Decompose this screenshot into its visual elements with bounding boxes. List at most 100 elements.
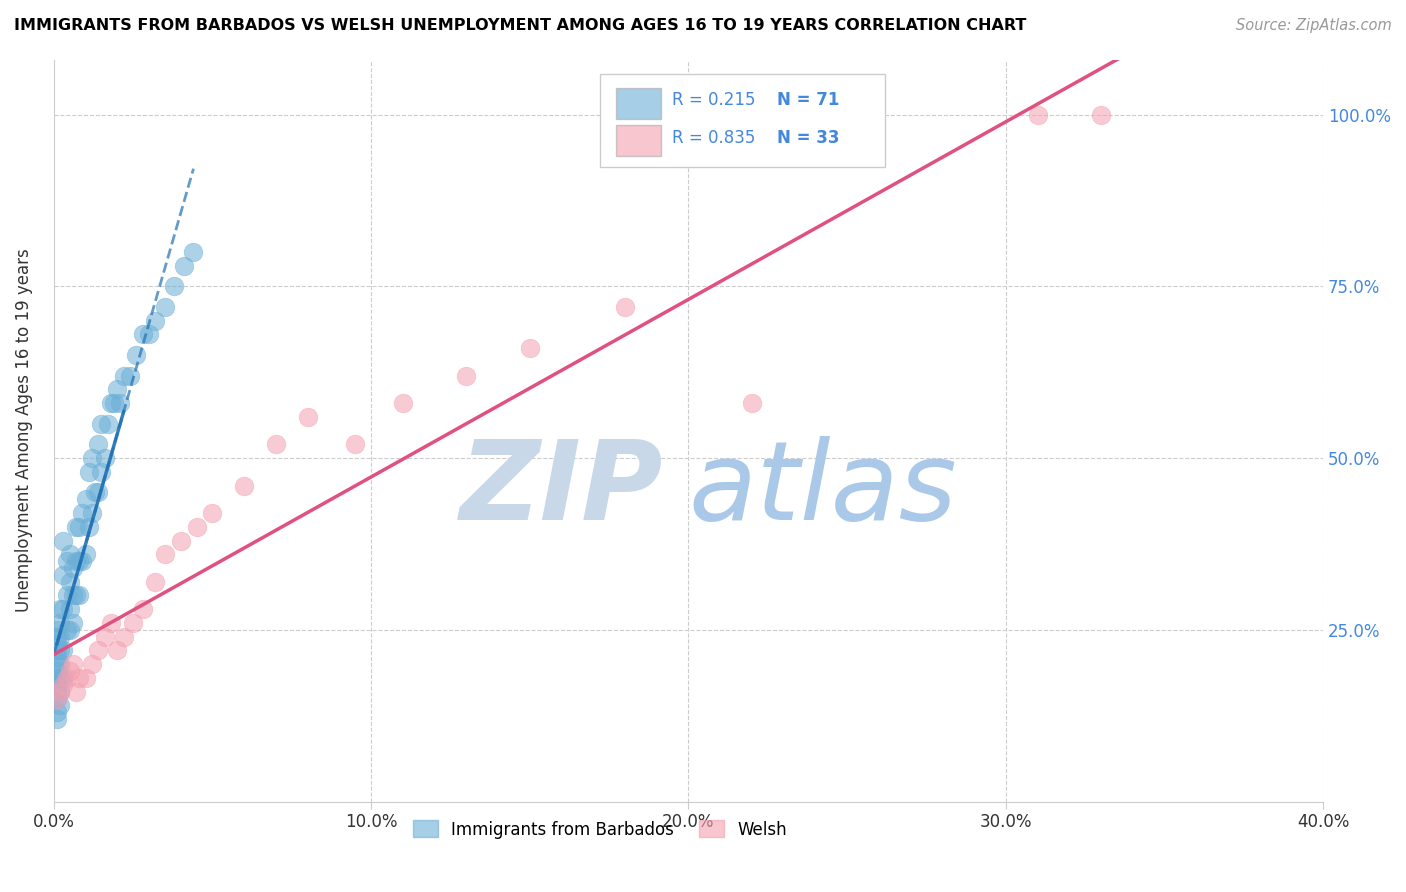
Point xyxy=(1026,107,1049,121)
Point xyxy=(65,589,87,603)
Point xyxy=(46,706,69,720)
Point xyxy=(49,657,72,672)
Point xyxy=(131,327,153,342)
Point xyxy=(1090,107,1112,121)
Point xyxy=(52,678,75,692)
Point xyxy=(59,623,82,637)
FancyBboxPatch shape xyxy=(616,125,661,156)
Point xyxy=(75,492,97,507)
Point xyxy=(46,671,69,685)
Point xyxy=(67,520,90,534)
Point xyxy=(392,396,415,410)
Point xyxy=(49,698,72,713)
Point xyxy=(46,636,69,650)
Point xyxy=(186,520,208,534)
Point xyxy=(49,602,72,616)
Text: N = 33: N = 33 xyxy=(778,128,839,146)
Point xyxy=(59,664,82,678)
Point xyxy=(80,506,103,520)
Point xyxy=(233,478,256,492)
Point xyxy=(163,279,186,293)
Point xyxy=(49,643,72,657)
FancyBboxPatch shape xyxy=(599,74,886,167)
Point xyxy=(75,671,97,685)
Point xyxy=(46,643,69,657)
Point xyxy=(52,643,75,657)
Point xyxy=(173,259,195,273)
Point xyxy=(62,657,84,672)
Point xyxy=(49,684,72,698)
Point xyxy=(46,678,69,692)
Point xyxy=(62,561,84,575)
Point xyxy=(46,691,69,706)
Point xyxy=(59,602,82,616)
Point xyxy=(72,506,94,520)
Point xyxy=(153,300,176,314)
Point xyxy=(49,630,72,644)
Point xyxy=(87,643,110,657)
Point xyxy=(112,368,135,383)
Point xyxy=(170,533,193,548)
Point xyxy=(84,485,107,500)
Point xyxy=(46,630,69,644)
Point xyxy=(741,396,763,410)
Point xyxy=(55,671,77,685)
Point xyxy=(110,396,132,410)
Point xyxy=(344,437,367,451)
Point xyxy=(52,567,75,582)
Point xyxy=(614,300,637,314)
Point xyxy=(131,602,153,616)
Point xyxy=(49,671,72,685)
Point xyxy=(46,650,69,665)
Point xyxy=(49,615,72,630)
Point xyxy=(93,630,115,644)
Point xyxy=(100,396,122,410)
Point xyxy=(65,684,87,698)
Point xyxy=(55,623,77,637)
Point xyxy=(46,684,69,698)
Point xyxy=(77,465,100,479)
Text: N = 71: N = 71 xyxy=(778,91,839,110)
Point xyxy=(145,313,167,327)
Point xyxy=(59,547,82,561)
Point xyxy=(125,348,148,362)
Point xyxy=(519,341,541,355)
Point xyxy=(153,547,176,561)
Text: Source: ZipAtlas.com: Source: ZipAtlas.com xyxy=(1236,18,1392,33)
Point xyxy=(80,451,103,466)
Point xyxy=(62,615,84,630)
Point xyxy=(80,657,103,672)
Point xyxy=(75,547,97,561)
Point xyxy=(62,589,84,603)
Point xyxy=(103,396,125,410)
Point xyxy=(55,554,77,568)
Point xyxy=(112,630,135,644)
Point xyxy=(87,437,110,451)
Point xyxy=(77,520,100,534)
Point xyxy=(87,485,110,500)
Point xyxy=(67,589,90,603)
Point xyxy=(46,657,69,672)
Point xyxy=(90,417,112,431)
Point xyxy=(97,417,120,431)
Point xyxy=(138,327,160,342)
Point xyxy=(297,409,319,424)
Point xyxy=(264,437,287,451)
Point xyxy=(52,533,75,548)
Point xyxy=(456,368,478,383)
Point xyxy=(46,623,69,637)
Point xyxy=(67,554,90,568)
Point xyxy=(65,520,87,534)
Point xyxy=(122,615,145,630)
Text: R = 0.215: R = 0.215 xyxy=(672,91,755,110)
Point xyxy=(105,643,128,657)
Point xyxy=(46,664,69,678)
Point xyxy=(67,671,90,685)
Text: ZIP: ZIP xyxy=(460,436,664,543)
FancyBboxPatch shape xyxy=(616,87,661,119)
Point xyxy=(201,506,224,520)
Point xyxy=(65,554,87,568)
Text: R = 0.835: R = 0.835 xyxy=(672,128,755,146)
Point xyxy=(46,712,69,726)
Point xyxy=(55,589,77,603)
